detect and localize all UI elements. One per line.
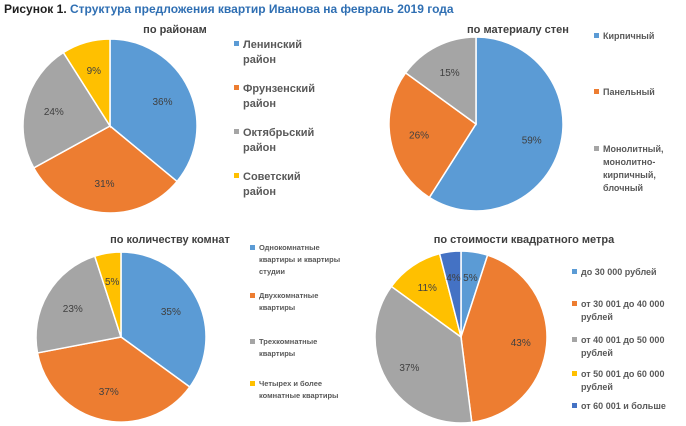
pie-slice (460, 254, 548, 424)
slice-value-label: 37% (399, 363, 419, 374)
slice-value-label: 5% (463, 273, 478, 284)
legend-label: Монолитный, монолитно-кирпичный, блочный (603, 144, 664, 193)
legend-item: Четырех и более комнатные квартиры (250, 378, 342, 402)
legend-label: от 50 001 до 60 000 рублей (581, 369, 665, 392)
legend-label: Ленинский район (243, 39, 303, 66)
pie-slice (36, 336, 191, 423)
chart-title-material: по материалу стен (467, 24, 569, 36)
pie-slice (428, 36, 564, 212)
legend-label: Кирпичный (603, 31, 655, 41)
legend-swatch (572, 301, 577, 306)
legend-item: Советский район (234, 170, 324, 200)
legend-label: от 40 001 до 50 000 рублей (581, 335, 665, 358)
slice-value-label: 9% (87, 66, 102, 77)
figure-title: Рисунок 1. Структура предложения квартир… (4, 2, 454, 16)
slice-value-label: 23% (63, 304, 83, 315)
legend-item: Трехкомнатные квартиры (250, 336, 342, 360)
chart-title-rooms: по количеству комнат (110, 234, 230, 246)
legend-label: до 30 000 рублей (581, 267, 657, 277)
legend-label: Советский район (243, 171, 301, 198)
pie-slice (388, 71, 478, 199)
chart-title-districts: по районам (143, 24, 207, 36)
pie-slice (93, 251, 122, 338)
slice-value-label: 37% (99, 387, 119, 398)
legend-swatch (594, 89, 599, 94)
pie-slice (120, 251, 207, 389)
legend-swatch (594, 33, 599, 38)
legend-swatch (234, 41, 239, 46)
slice-value-label: 35% (161, 307, 181, 318)
legend-item: Фрунзенский район (234, 82, 324, 112)
slice-value-label: 43% (511, 338, 531, 349)
legend-item: от 60 001 и больше (572, 400, 680, 413)
legend-swatch (594, 146, 599, 151)
slice-value-label: 59% (522, 136, 542, 147)
pie-slice (438, 250, 462, 338)
pie-slice (35, 255, 122, 354)
legend-item: от 50 001 до 60 000 рублей (572, 368, 680, 394)
pie-slice (404, 36, 477, 126)
slice-value-label: 26% (409, 130, 429, 141)
legend-label: Октябрьский район (243, 127, 315, 154)
legend-swatch (572, 337, 577, 342)
figure-prefix: Рисунок 1. (4, 2, 67, 16)
legend-item: Ленинский район (234, 38, 324, 68)
legend-swatch (572, 269, 577, 274)
legend-label: Трехкомнатные квартиры (259, 337, 318, 358)
slice-value-label: 36% (152, 97, 172, 108)
pie-slice (109, 38, 198, 183)
legend-label: Панельный (603, 87, 655, 97)
legend-swatch (234, 85, 239, 90)
pie-slice (32, 125, 179, 214)
legend-label: от 30 001 до 40 000 рублей (581, 299, 665, 322)
slice-value-label: 4% (446, 273, 461, 284)
legend-item: Двухкомнатные квартиры (250, 290, 342, 314)
legend-item: Однокомнатные квартиры и квартиры студии (250, 242, 342, 278)
slice-value-label: 31% (95, 179, 115, 190)
slice-value-label: 15% (440, 68, 460, 79)
chart-title-price: по стоимости квадратного метра (433, 234, 615, 246)
pie-slice (22, 51, 112, 169)
legend-item: Монолитный, монолитно-кирпичный, блочный (594, 143, 682, 195)
slice-value-label: 11% (418, 283, 437, 294)
legend-swatch (234, 129, 239, 134)
figure-caption: Структура предложения квартир Иванова на… (70, 2, 454, 16)
legend-swatch (250, 293, 255, 298)
legend-swatch (572, 403, 577, 408)
legend-swatch (572, 371, 577, 376)
legend-swatch (250, 381, 255, 386)
legend-label: Двухкомнатные квартиры (259, 291, 319, 312)
legend-swatch (250, 339, 255, 344)
legend-item: от 30 001 до 40 000 рублей (572, 298, 680, 324)
legend-swatch (234, 173, 239, 178)
legend-item: от 40 001 до 50 000 рублей (572, 334, 680, 360)
legend-label: от 60 001 и больше (581, 401, 666, 411)
legend-label: Фрунзенский район (243, 83, 315, 110)
slice-value-label: 24% (44, 107, 64, 118)
legend-item: Октябрьский район (234, 126, 324, 156)
pie-slice (374, 285, 473, 424)
pie-slice (62, 38, 111, 129)
legend-item: до 30 000 рублей (572, 266, 680, 279)
legend-item: Кирпичный (594, 30, 682, 43)
legend-item: Панельный (594, 86, 682, 99)
legend-label: Четырех и более комнатные квартиры (259, 379, 339, 400)
legend-label: Однокомнатные квартиры и квартиры студии (259, 243, 341, 276)
slice-value-label: 5% (105, 277, 120, 288)
legend-swatch (250, 245, 255, 250)
